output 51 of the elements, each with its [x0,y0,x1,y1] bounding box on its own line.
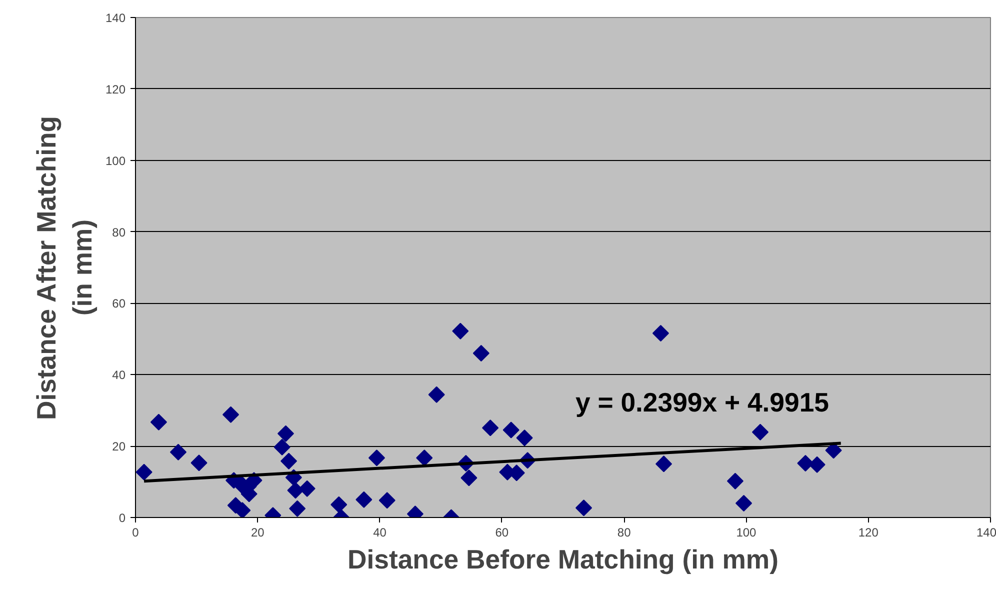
x-tick-label: 120 [858,526,879,540]
point [428,386,445,403]
point [726,472,744,490]
y-tick-label: 140 [105,11,126,25]
point [797,454,814,472]
point [825,442,842,459]
y-tick-label: 0 [118,511,126,525]
y-tick-label: 100 [105,154,126,168]
point [287,482,304,499]
point [136,464,152,480]
point [516,430,533,446]
x-tick-label: 100 [736,526,757,540]
point [298,480,316,497]
point [808,456,826,473]
point [330,496,348,513]
x-tick-label: 140 [976,526,996,540]
point [378,492,396,509]
x-tick-label: 20 [250,526,265,540]
point [652,324,669,342]
y-tick-label: 120 [105,82,126,96]
point [482,420,499,436]
y-tick-label: 60 [112,296,126,311]
point [735,494,752,512]
y-axis-title: Distance After Matching (in mm) [31,116,98,420]
point [416,450,433,466]
x-tick-label: 0 [132,526,140,540]
point [222,406,240,423]
point [170,444,187,460]
point [277,425,294,442]
point [289,500,306,517]
y-tick-label: 80 [112,225,126,240]
point [655,456,672,472]
point [150,414,167,430]
point [190,454,208,472]
annotation: y = 0.2399x + 4.9915 [576,388,830,418]
point [502,422,520,438]
point [460,470,478,486]
x-axis-title: Distance Before Matching (in mm) [348,544,779,574]
point [575,500,592,516]
y-tick-label: 40 [112,368,126,382]
point [452,322,469,340]
point [280,452,298,470]
x-tick-label: 60 [495,526,509,540]
x-tick-label: 80 [617,526,632,540]
point [274,438,290,456]
y-tick-label: 20 [112,440,126,454]
point [752,424,769,440]
point [368,450,386,466]
x-tick-label: 40 [373,526,387,540]
point [356,491,372,508]
point [472,344,490,362]
